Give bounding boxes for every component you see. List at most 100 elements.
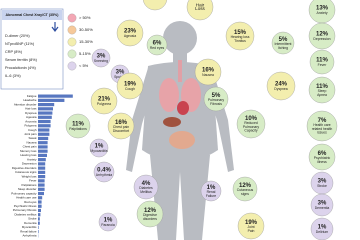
bar-label: Cutaneous signs — [15, 170, 37, 174]
bar — [38, 170, 46, 174]
bar — [38, 145, 48, 149]
symptom-node: 23%Ageusia — [116, 19, 144, 47]
symptom-circle — [232, 176, 258, 202]
symptom-node: 11%Fever — [309, 49, 335, 75]
symptom-label: Joint — [247, 225, 254, 229]
symptom-percent: 1% — [104, 218, 113, 224]
bar-label: Stroke — [28, 217, 37, 221]
symptom-circle — [116, 19, 144, 47]
symptom-node: 6%Red eyes — [146, 34, 168, 56]
symptom-circle — [308, 22, 336, 50]
symptom-percent: 11% — [316, 84, 328, 90]
symptom-percent: 19% — [124, 82, 137, 88]
symptom-node: 13%Anxiety — [308, 0, 336, 24]
symptom-circle — [271, 31, 295, 55]
bar — [38, 166, 46, 170]
symptom-percent: 3% — [318, 179, 327, 185]
symptom-circle — [133, 174, 159, 200]
symptom-percent: 10% — [245, 116, 258, 122]
symptom-percent: 3% — [97, 54, 106, 60]
symptom-circle — [146, 34, 168, 56]
symptom-label: Capacity — [244, 129, 257, 133]
symptom-circle — [225, 21, 255, 51]
symptom-percent: 21% — [98, 97, 111, 103]
symptom-circle — [90, 87, 118, 115]
symptom-label: Mellitus — [140, 190, 152, 194]
bar-label: Anosmia — [25, 119, 37, 123]
symptom-node: 3%Dementia — [310, 193, 334, 217]
bar-label: Psychiatric illness — [14, 204, 37, 208]
bar — [38, 102, 55, 107]
bar — [38, 132, 50, 136]
symptom-label: Health care — [313, 123, 330, 127]
symptom-circle — [98, 212, 118, 232]
symptom-circle — [237, 212, 265, 240]
bar — [38, 162, 46, 166]
lab-box-title: Abnormal Chest Xray/CT (35%) — [6, 13, 60, 17]
bar — [38, 217, 40, 221]
symptom-label: Polypnea — [97, 102, 111, 106]
symptom-label: Diabetes — [139, 186, 153, 190]
bar-label: Memory loss — [20, 149, 37, 153]
symptom-percent: 23% — [124, 29, 137, 35]
symptom-percent: 13% — [316, 6, 329, 12]
symptom-circle — [236, 109, 266, 139]
legend-label: 5-15% — [79, 51, 91, 56]
symptom-node: 21%Polypnea — [90, 87, 118, 115]
symptom-percent: 4% — [142, 181, 151, 187]
arrow-icon — [51, 22, 59, 32]
symptom-label: Fibrosis — [210, 102, 222, 106]
bar — [38, 119, 51, 124]
bar-label: Cough — [28, 128, 37, 132]
legend-swatch — [67, 37, 77, 47]
symptom-percent: 11% — [72, 122, 84, 128]
symptom-percent: 15% — [234, 30, 247, 36]
bar — [38, 98, 65, 102]
bar-label: Headache — [23, 98, 37, 102]
legend-label: < 5% — [79, 63, 89, 68]
bar-label: Hair loss — [25, 107, 37, 111]
bar — [38, 225, 39, 230]
symptom-percent: 12% — [239, 183, 252, 189]
bar — [38, 230, 39, 234]
symptom-node: 19%Cough — [116, 72, 144, 100]
symptom-percent: 5% — [212, 93, 221, 99]
lab-item: IL-6 (3%) — [5, 74, 21, 78]
symptom-circle — [310, 217, 334, 240]
symptom-node: 24%Dyspnea — [266, 71, 296, 101]
symptom-label: Digestive — [143, 213, 157, 217]
symptom-circle — [308, 76, 336, 104]
bar-label: Arrhythmia — [23, 234, 37, 238]
symptom-percent: 1% — [207, 185, 216, 191]
bar — [38, 94, 73, 98]
symptom-label: Hearing loss — [231, 35, 250, 39]
bar-label: Digestive disorders — [12, 166, 37, 170]
lab-item: CRP (8%) — [5, 50, 23, 54]
legend-swatch — [67, 13, 77, 23]
symptom-label: Nausea — [202, 73, 214, 77]
symptom-node: 11%Palpitations — [65, 113, 91, 139]
symptom-label: disorders — [143, 217, 157, 221]
bar — [38, 196, 43, 200]
bar-label: Dyspnea — [25, 111, 37, 115]
bar-label: Dementia — [24, 221, 37, 225]
symptom-label: Failure — [206, 194, 216, 198]
lab-box-header — [2, 10, 62, 20]
symptom-label: Arrhythmia — [96, 173, 113, 177]
legend-label: 30-50% — [79, 27, 93, 32]
symptom-circle — [136, 200, 164, 228]
symptom-circle — [65, 113, 91, 139]
bar — [38, 141, 48, 145]
symptom-circle — [310, 193, 334, 217]
symptom-label: Discomfort — [113, 129, 129, 133]
bar-label: Renal failure — [20, 229, 37, 233]
bar — [38, 128, 50, 132]
symptom-percent: 3% — [318, 201, 327, 207]
bar — [38, 111, 53, 115]
symptom-percent: 6% — [153, 41, 162, 47]
